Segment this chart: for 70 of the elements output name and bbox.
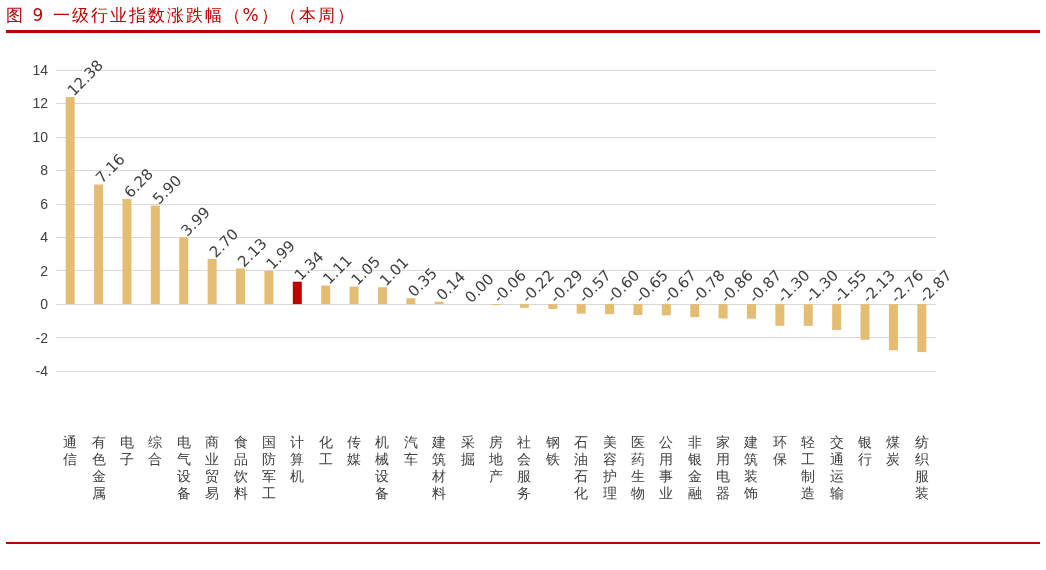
bar xyxy=(377,287,387,305)
x-tick-label: 商业贸易 xyxy=(205,433,220,501)
x-tick-label: 房地产 xyxy=(488,433,503,484)
x-tick-label: 机械设备 xyxy=(375,433,390,501)
bar xyxy=(746,304,756,319)
x-tick-label: 建筑材料 xyxy=(431,433,447,501)
x-tick-label: 采掘 xyxy=(460,433,475,467)
bar xyxy=(179,237,189,305)
bar xyxy=(236,268,246,305)
bar xyxy=(633,304,643,315)
x-tick-label: 电子 xyxy=(119,433,134,467)
x-tick-label: 非银金融 xyxy=(686,433,702,501)
y-tick-label: -2 xyxy=(35,329,49,346)
bar xyxy=(661,304,671,316)
x-tick-label: 汽车 xyxy=(403,433,418,467)
bar xyxy=(321,285,331,305)
x-tick-label: 环保 xyxy=(772,433,787,467)
bar xyxy=(718,304,728,319)
x-tick-label: 轻工制造 xyxy=(801,433,816,501)
bar xyxy=(888,304,898,351)
bar xyxy=(803,304,813,326)
x-tick-label: 国防军工 xyxy=(261,433,276,501)
x-tick-label: 通信 xyxy=(63,433,78,467)
x-tick-label: 公用事业 xyxy=(659,433,674,501)
y-tick-label: 10 xyxy=(32,128,49,145)
chart-title: 图 9 一级行业指数涨跌幅（%）（本周） xyxy=(6,4,356,27)
x-tick-label: 化工 xyxy=(318,433,333,467)
x-tick-label: 煤炭 xyxy=(886,433,901,467)
y-tick-label: 4 xyxy=(40,229,49,246)
x-tick-label: 银行 xyxy=(857,433,873,467)
y-tick-label: 12 xyxy=(32,95,49,112)
bar xyxy=(406,298,416,305)
bar xyxy=(775,304,785,326)
bar xyxy=(264,270,274,305)
bar xyxy=(832,304,842,331)
x-tick-label: 综合 xyxy=(148,433,163,467)
bar xyxy=(548,304,558,309)
y-tick-label: 0 xyxy=(40,296,49,313)
bar xyxy=(122,199,132,305)
x-tick-label: 纺织服装 xyxy=(914,433,929,501)
x-tick-label: 交通运输 xyxy=(829,433,844,501)
bar xyxy=(917,304,927,353)
bar xyxy=(349,286,359,305)
x-tick-label: 家用电器 xyxy=(716,433,731,501)
y-tick-label: 8 xyxy=(40,162,49,179)
x-tick-label: 食品饮料 xyxy=(232,433,248,501)
bar xyxy=(576,304,586,314)
y-tick-label: -4 xyxy=(35,363,49,379)
bar xyxy=(605,304,615,315)
x-tick-label: 建筑装饰 xyxy=(743,433,759,501)
bar xyxy=(690,304,700,318)
bar xyxy=(519,304,529,308)
x-tick-label: 计算机 xyxy=(290,433,305,484)
y-tick-label: 2 xyxy=(40,262,49,279)
x-tick-label: 有色金属 xyxy=(91,433,106,501)
x-tick-label: 电气设备 xyxy=(176,433,191,501)
x-tick-label: 石油石化 xyxy=(574,433,589,501)
bar xyxy=(207,258,217,305)
bar xyxy=(94,184,104,305)
x-tick-label: 美容护理 xyxy=(601,433,617,501)
x-tick-label: 社会服务 xyxy=(517,433,532,501)
bar xyxy=(150,205,160,305)
bar xyxy=(292,281,302,305)
x-tick-label: 钢铁 xyxy=(544,433,560,467)
x-tick-label: 传媒 xyxy=(347,433,362,467)
bar xyxy=(860,304,870,340)
bar xyxy=(65,97,75,305)
y-tick-label: 14 xyxy=(32,62,49,78)
y-tick-label: 6 xyxy=(40,195,49,212)
x-tick-label: 医药生物 xyxy=(630,433,645,501)
